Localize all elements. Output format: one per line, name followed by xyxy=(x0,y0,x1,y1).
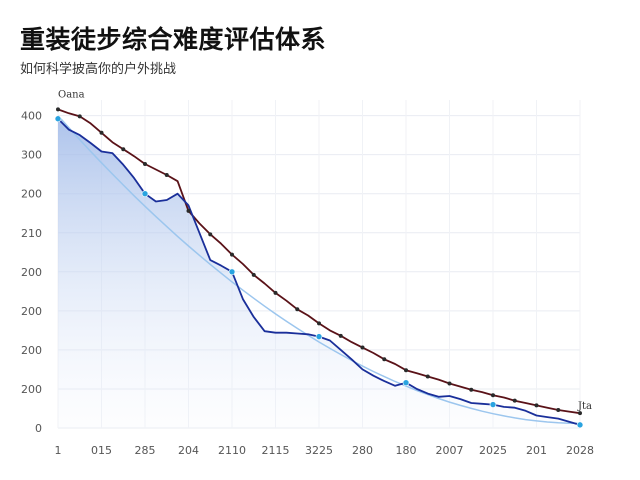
chart-title: 重装徒步综合难度评估体系 xyxy=(20,26,327,54)
data-point xyxy=(360,345,365,350)
data-point xyxy=(491,393,495,398)
y-tick-label: 400 xyxy=(21,110,42,123)
data-point xyxy=(578,411,582,416)
data-point xyxy=(99,130,104,135)
x-tick-label: 1 xyxy=(55,444,62,457)
chart-subtitle: 如何科学披高你的户外挑战 xyxy=(20,61,177,76)
data-point xyxy=(141,190,149,198)
x-tick-label: 015 xyxy=(91,444,112,457)
data-point xyxy=(447,381,452,386)
x-tick-label: 2007 xyxy=(436,444,464,457)
data-point xyxy=(317,321,321,326)
data-point xyxy=(121,147,126,152)
data-point xyxy=(228,268,236,276)
data-point xyxy=(512,398,517,403)
data-point xyxy=(273,290,278,295)
data-point xyxy=(425,374,430,379)
data-point xyxy=(77,114,82,119)
x-tick-label: 2115 xyxy=(262,444,290,457)
data-point xyxy=(315,333,323,340)
data-point xyxy=(143,162,147,167)
x-tick-label: 201 xyxy=(526,444,547,457)
data-point xyxy=(534,403,539,408)
data-point xyxy=(402,379,410,387)
data-point xyxy=(489,401,497,408)
data-point xyxy=(404,368,408,373)
data-point xyxy=(251,272,256,277)
data-point xyxy=(56,107,60,112)
x-tick-label: 180 xyxy=(396,444,417,457)
data-point xyxy=(338,333,343,338)
annotation-label: Oana xyxy=(58,89,85,100)
data-point xyxy=(469,387,474,392)
data-point xyxy=(576,421,584,429)
y-tick-label: 200 xyxy=(21,188,42,201)
data-point xyxy=(186,208,191,213)
y-tick-label: 200 xyxy=(21,266,42,279)
data-point xyxy=(295,307,300,312)
data-point xyxy=(164,172,169,177)
annotation-label: Jta xyxy=(577,401,592,412)
y-tick-label: 200 xyxy=(21,305,42,318)
data-point xyxy=(556,408,561,413)
x-tick-label: 2110 xyxy=(218,444,246,457)
area-lower-edge xyxy=(57,115,581,425)
x-tick-label: 280 xyxy=(352,444,373,457)
data-point xyxy=(230,252,234,257)
x-tick-label: 3225 xyxy=(305,444,333,457)
x-tick-label: 204 xyxy=(178,444,199,457)
y-tick-label: 300 xyxy=(21,149,42,162)
y-tick-label: 210 xyxy=(21,227,42,240)
y-tick-label: 200 xyxy=(21,344,42,357)
data-point xyxy=(54,115,62,123)
y-tick-label: 200 xyxy=(21,383,42,396)
x-tick-label: 285 xyxy=(135,444,156,457)
data-point xyxy=(382,357,387,362)
data-point xyxy=(208,232,213,237)
y-tick-label: 0 xyxy=(35,422,42,435)
series-area xyxy=(58,118,580,428)
x-tick-label: 2028 xyxy=(566,444,594,457)
x-tick-label: 2025 xyxy=(479,444,507,457)
